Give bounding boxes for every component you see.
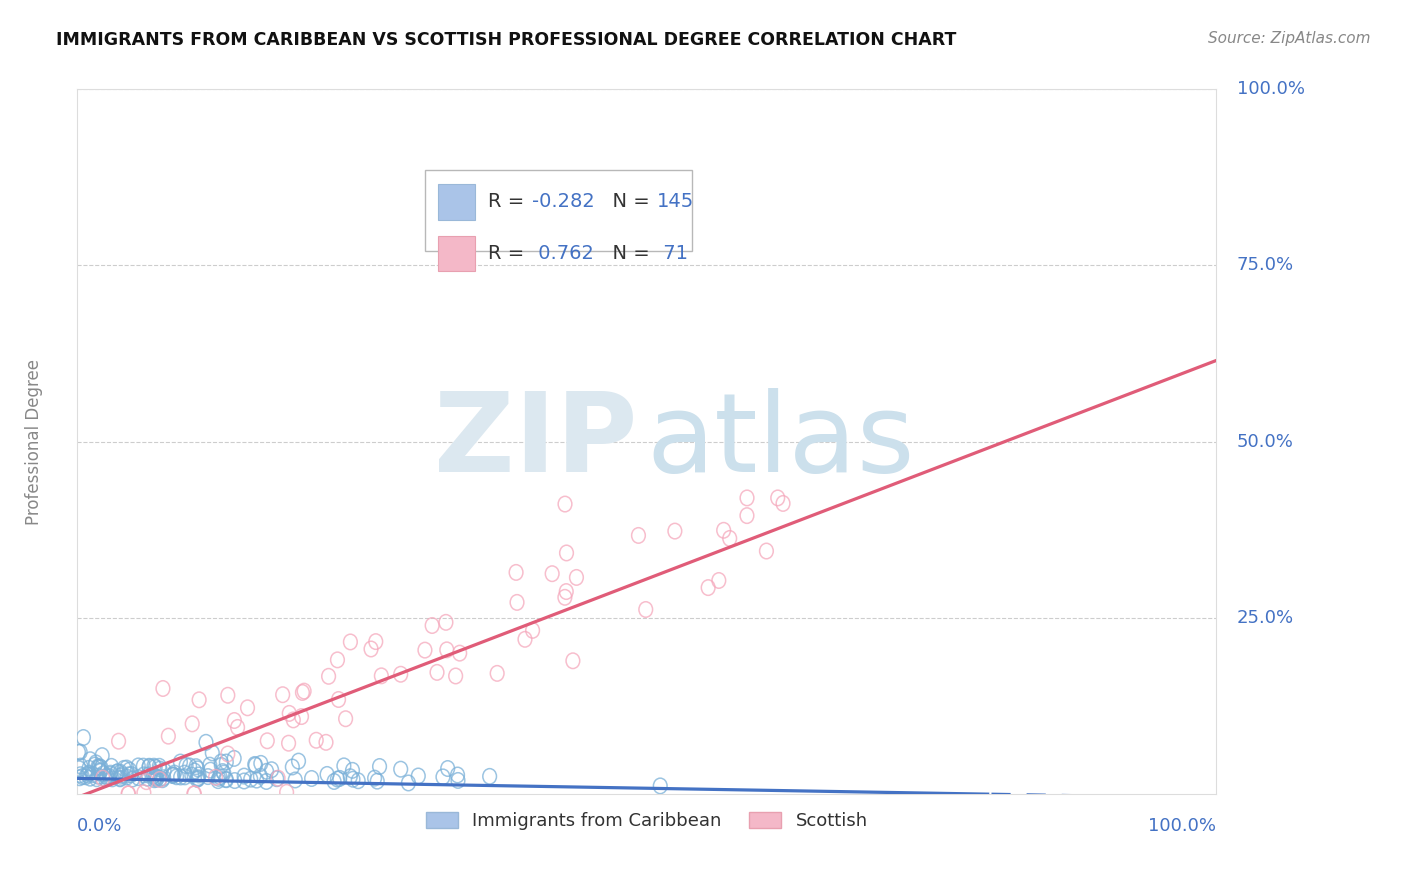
- Text: R =: R =: [488, 244, 531, 263]
- Text: N =: N =: [600, 244, 657, 263]
- Text: -0.282: -0.282: [531, 193, 595, 211]
- Text: IMMIGRANTS FROM CARIBBEAN VS SCOTTISH PROFESSIONAL DEGREE CORRELATION CHART: IMMIGRANTS FROM CARIBBEAN VS SCOTTISH PR…: [56, 31, 956, 49]
- Text: R =: R =: [488, 193, 531, 211]
- Text: ZIP: ZIP: [434, 388, 638, 495]
- FancyBboxPatch shape: [439, 235, 475, 271]
- FancyBboxPatch shape: [439, 185, 475, 219]
- Text: 50.0%: 50.0%: [1237, 433, 1294, 450]
- Text: 100.0%: 100.0%: [1237, 80, 1305, 98]
- FancyBboxPatch shape: [425, 170, 692, 252]
- Text: atlas: atlas: [647, 388, 915, 495]
- Text: N =: N =: [600, 193, 657, 211]
- Legend: Immigrants from Caribbean, Scottish: Immigrants from Caribbean, Scottish: [419, 805, 875, 838]
- Text: Professional Degree: Professional Degree: [25, 359, 44, 524]
- Text: 0.762: 0.762: [531, 244, 593, 263]
- Text: 25.0%: 25.0%: [1237, 608, 1294, 627]
- Text: 145: 145: [657, 193, 695, 211]
- Text: 0.0%: 0.0%: [77, 817, 122, 835]
- Text: Source: ZipAtlas.com: Source: ZipAtlas.com: [1208, 31, 1371, 46]
- Text: 75.0%: 75.0%: [1237, 256, 1294, 275]
- Text: 100.0%: 100.0%: [1149, 817, 1216, 835]
- Text: 71: 71: [657, 244, 688, 263]
